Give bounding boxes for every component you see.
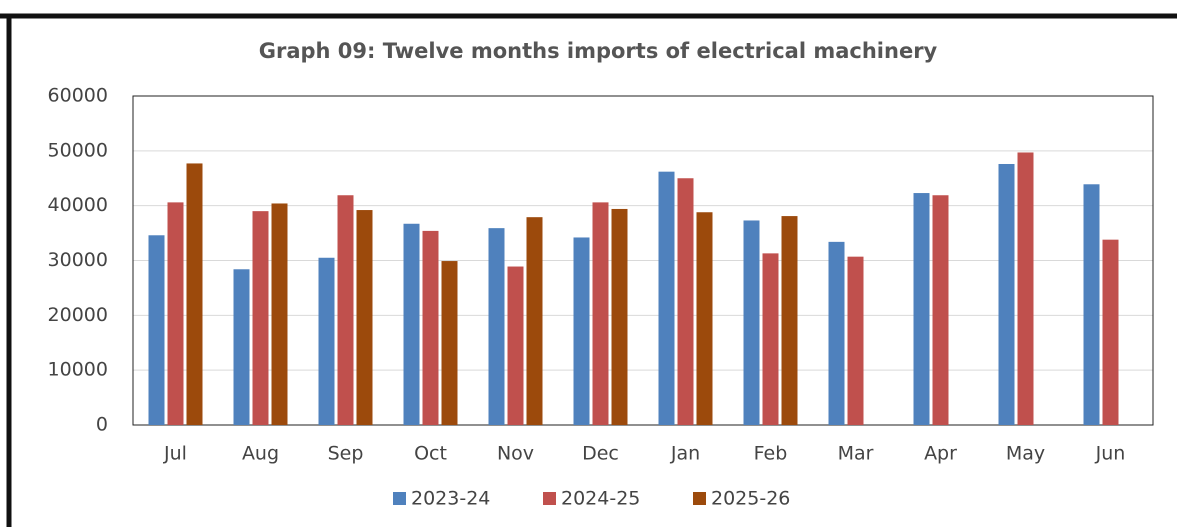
x-tick-label: Dec <box>582 443 619 465</box>
legend-swatch <box>393 492 406 505</box>
x-tick-label: Jul <box>163 443 187 465</box>
bar <box>781 216 798 425</box>
bar <box>488 228 505 425</box>
legend-label: 2025-26 <box>711 488 790 510</box>
bar <box>932 195 949 425</box>
plot-border <box>132 95 1154 426</box>
bar <box>828 241 845 425</box>
bar <box>167 202 184 425</box>
x-tick-label: Mar <box>838 443 874 465</box>
x-tick-label: Sep <box>328 443 364 465</box>
legend-swatch <box>693 492 706 505</box>
bar <box>1017 152 1034 425</box>
bar <box>592 202 609 425</box>
bar <box>677 178 694 425</box>
bar <box>743 220 760 425</box>
x-tick-label: Aug <box>242 443 279 465</box>
bar <box>252 211 269 425</box>
bar <box>526 217 543 425</box>
y-tick-label: 60000 <box>48 85 108 107</box>
bar <box>573 237 590 425</box>
bar <box>337 195 354 425</box>
bar <box>762 253 779 425</box>
y-tick-label: 20000 <box>48 304 108 326</box>
bar <box>186 163 203 425</box>
bar <box>913 193 930 425</box>
bar <box>658 171 675 425</box>
bar <box>422 230 439 425</box>
x-tick-label: Jun <box>1095 443 1126 465</box>
y-tick-label: 50000 <box>48 139 108 161</box>
bar <box>696 212 713 425</box>
legend-swatch <box>543 492 556 505</box>
chart-title: Graph 09: Twelve months imports of elect… <box>259 39 938 63</box>
x-tick-label: Apr <box>924 443 957 465</box>
y-tick-label: 30000 <box>48 249 108 271</box>
x-tick-label: Oct <box>414 443 447 465</box>
bar <box>1083 184 1100 425</box>
bar <box>356 210 373 425</box>
bar <box>507 266 524 425</box>
y-tick-label: 10000 <box>48 359 108 381</box>
y-tick-label: 40000 <box>48 194 108 216</box>
legend-label: 2023-24 <box>411 488 490 510</box>
x-tick-label: Jan <box>670 443 700 465</box>
bar <box>148 235 165 425</box>
bar <box>847 256 864 425</box>
legend-label: 2024-25 <box>561 488 640 510</box>
y-tick-label: 0 <box>96 414 108 436</box>
x-tick-label: May <box>1006 443 1045 465</box>
x-tick-label: Nov <box>497 443 534 465</box>
bar <box>611 208 628 425</box>
bar <box>318 257 335 425</box>
bar <box>998 163 1015 425</box>
bar <box>1102 239 1119 425</box>
bar <box>441 261 458 425</box>
x-tick-label: Feb <box>754 443 788 465</box>
bar <box>233 269 250 425</box>
bar <box>271 203 288 425</box>
bar <box>403 223 420 425</box>
